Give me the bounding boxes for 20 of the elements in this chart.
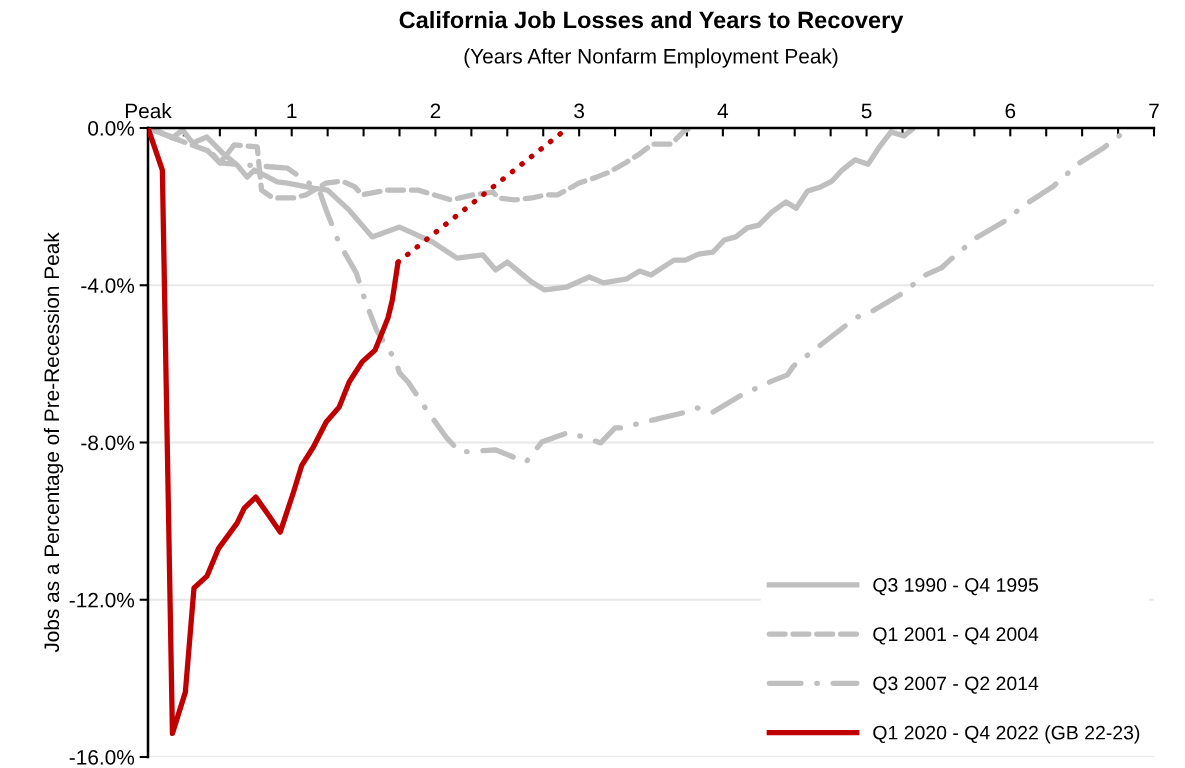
y-tick-label: -8.0% [81,435,135,451]
x-tick-label: 2 [430,103,441,119]
chart-title: California Job Losses and Years to Recovery [399,11,904,33]
y-tick-label: 0.0% [88,121,135,136]
x-tick-label: 3 [574,103,585,119]
legend-label: Q3 1990 - Q4 1995 [873,578,1039,596]
y-tick-label: -12.0% [69,592,135,608]
legend-label: Q1 2020 - Q4 2022 (GB 22-23) [873,725,1140,744]
x-tick-label: Peak [125,103,172,119]
legend-label: Q1 2001 - Q4 2004 [873,627,1039,645]
legend-label: Q3 2007 - Q2 2014 [873,676,1039,694]
x-tick-label: 6 [1005,103,1016,119]
chart-subtitle: (Years After Nonfarm Employment Peak) [464,48,838,68]
x-tick-label: 7 [1149,103,1159,119]
x-tick-label: 1 [287,103,297,119]
y-tick-label: -4.0% [81,278,135,293]
x-tick-label: 4 [717,103,729,119]
y-axis-title: Jobs as a Percentage of Pre-Recession Peak [43,232,64,653]
y-tick-label: -16.0% [69,750,135,765]
x-tick-label: 5 [861,103,872,119]
